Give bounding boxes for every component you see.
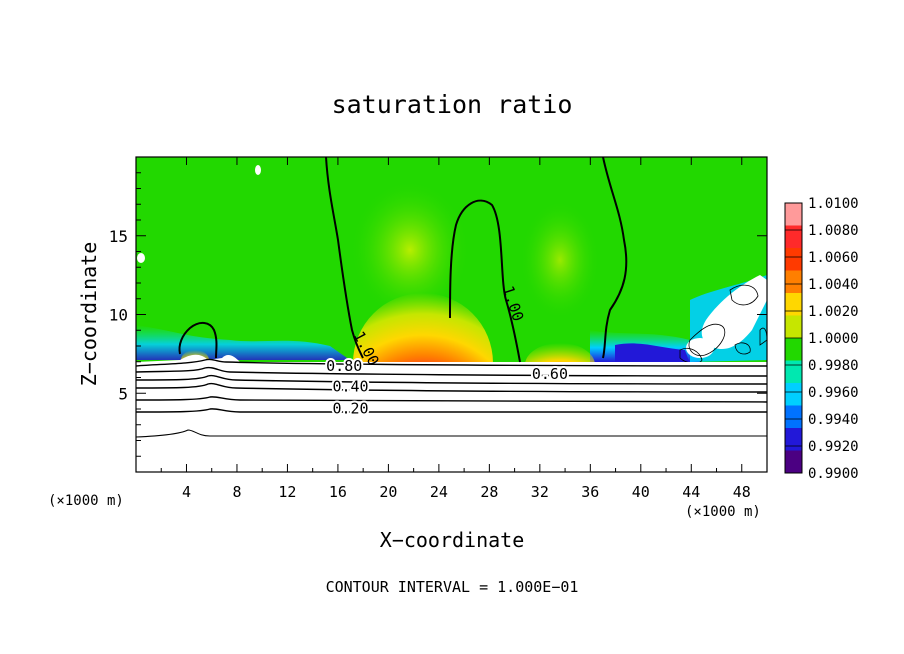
x-tick-label: 36 [581, 483, 599, 501]
colorbar-swatch [785, 270, 802, 294]
y-tick-label: 10 [109, 306, 128, 325]
x-tick-label: 40 [632, 483, 650, 501]
colorbar-swatch [785, 315, 802, 339]
x-tick-label: 24 [430, 483, 448, 501]
x-tick-label: 4 [182, 483, 191, 501]
contour-1-00 [178, 322, 218, 359]
contour-0-60 [136, 366, 767, 377]
colorbar-label: 1.0060 [808, 250, 859, 266]
x-axis-unit-label: (×1000 m) [685, 504, 761, 520]
plot-area: 1.001.000.80 0.600.400.20 [136, 157, 767, 472]
colorbar-label: 1.0100 [808, 196, 859, 212]
x-axis-title: X−coordinate [380, 528, 525, 552]
colorbar-label: 0.9960 [808, 385, 859, 401]
x-tick-label: 32 [531, 483, 549, 501]
x-tick-label: 28 [480, 483, 498, 501]
contour-1-00 [602, 157, 628, 359]
colorbar-swatch [785, 360, 802, 384]
field-pale-region [520, 200, 600, 320]
contour-lines [136, 157, 767, 438]
x-tick-label: 16 [329, 483, 347, 501]
colorbar-swatch [785, 450, 802, 474]
y-axis: 5 10 15 [109, 172, 767, 457]
x-tick-label: 44 [682, 483, 700, 501]
y-axis-title: Z−coordinate [77, 242, 101, 387]
contour-interval-note: CONTOUR INTERVAL = 1.000E−01 [326, 578, 579, 596]
chart-title: saturation ratio [332, 90, 573, 119]
colorbar-swatch [785, 203, 802, 226]
colorbar-swatch [785, 225, 802, 249]
contour-0-40 [136, 374, 767, 385]
colorbar-label: 1.0000 [808, 331, 859, 347]
field-terrain-edge [136, 354, 767, 372]
colorbar-label: 0.9900 [808, 466, 859, 482]
contour-label: 0.80 [326, 357, 362, 375]
colorbar-label: 0.9920 [808, 439, 859, 455]
field-terrain-region [136, 362, 767, 472]
colorbar-swatch [785, 338, 802, 361]
colorbar-swatch [785, 293, 802, 316]
y-axis-unit-label: (×1000 m) [48, 493, 124, 509]
contour-0-40 [136, 382, 767, 393]
x-tick-label: 12 [278, 483, 296, 501]
colorbar-label: 1.0020 [808, 304, 859, 320]
contour-1-00 [325, 157, 364, 359]
field-cloud-contours [679, 284, 767, 364]
colorbar-swatch [785, 248, 802, 271]
y-tick-label: 5 [118, 384, 128, 403]
contour-1-00 [449, 199, 521, 363]
colorbar-label: 0.9980 [808, 358, 859, 374]
colorbar-label: 1.0040 [808, 277, 859, 293]
contour-label: 0.40 [332, 378, 368, 396]
colorbar-swatch [785, 428, 802, 451]
contour-0-20 [136, 396, 767, 403]
contour-label: 0.60 [532, 365, 568, 383]
colorbar-swatch [785, 383, 802, 406]
colorbar-label: 0.9940 [808, 412, 859, 428]
y-tick-label: 15 [109, 227, 128, 246]
x-tick-label: 48 [733, 483, 751, 501]
colorbar-label: 1.0080 [808, 223, 859, 239]
field-pale-region [350, 180, 470, 320]
field-low-saturation-patch [615, 343, 690, 364]
x-axis: 4 8 12 16 20 24 28 32 36 40 44 48 [160, 157, 751, 501]
colorbar-swatch [785, 405, 802, 429]
x-tick-label: 20 [379, 483, 397, 501]
colorbar: 1.0100 1.0080 1.0060 1.0040 1.0020 1.0000 0.99… [784, 196, 859, 482]
contour-0-20 [136, 408, 767, 413]
contour-0-00 [136, 429, 767, 438]
x-tick-label: 8 [232, 483, 241, 501]
contour-label: 0.20 [332, 400, 368, 418]
contour-0-80 [136, 358, 767, 367]
